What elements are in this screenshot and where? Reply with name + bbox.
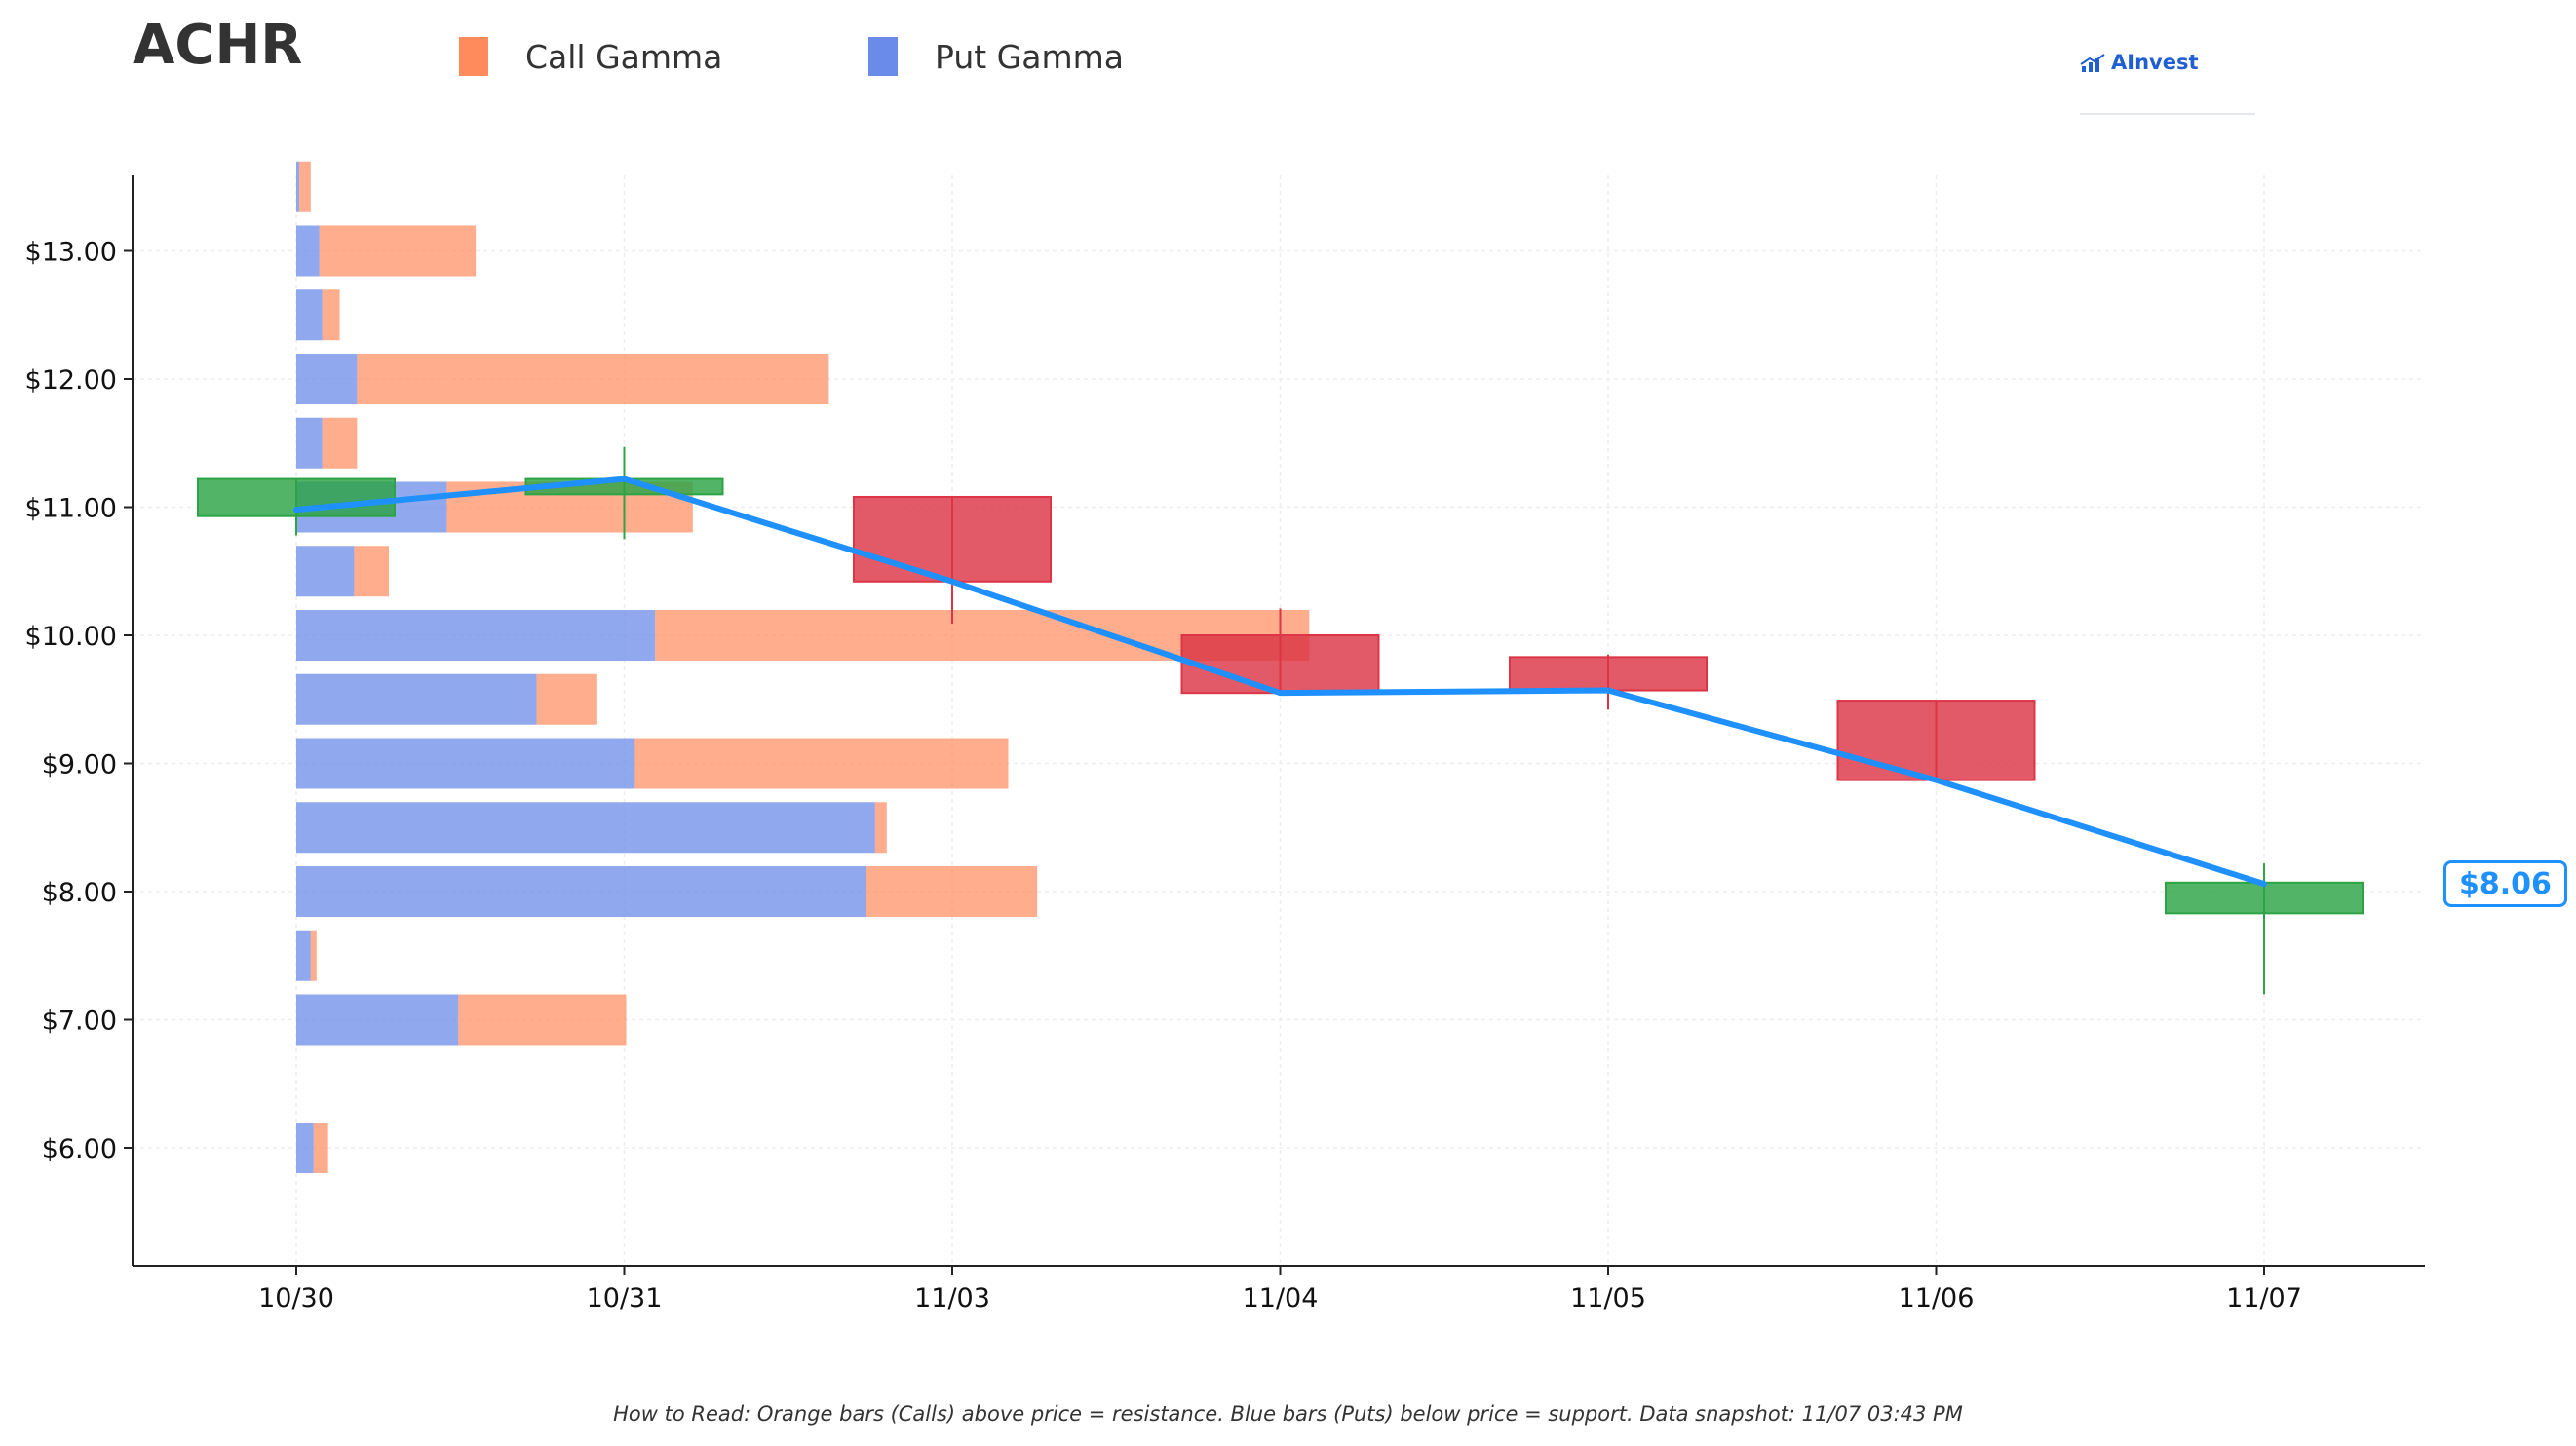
put-gamma-bar [296, 289, 323, 341]
x-tick-label: 11/06 [1899, 1283, 1975, 1313]
chart-logo-icon [2080, 54, 2105, 72]
candle-body [1836, 700, 2036, 781]
legend-label-put: Put Gamma [935, 37, 1124, 76]
y-tick-label: $7.00 [42, 1007, 117, 1037]
put-gamma-bar [296, 1123, 314, 1173]
x-tick-label: 11/04 [1243, 1283, 1319, 1313]
put-gamma-bar [296, 161, 299, 212]
y-tick-label: $6.00 [42, 1134, 117, 1164]
y-tick-label: $12.00 [25, 365, 117, 396]
call-gamma-bar [322, 289, 340, 341]
brand-logo: AInvest [2080, 51, 2255, 115]
put-gamma-bar [296, 354, 358, 404]
legend-call-gamma: Call Gamma [459, 37, 722, 76]
y-tick-label: $9.00 [42, 750, 117, 780]
chart-footnote: How to Read: Orange bars (Calls) above p… [613, 1402, 1963, 1426]
put-gamma-swatch [868, 37, 898, 76]
call-gamma-bar [310, 930, 317, 981]
call-gamma-bar [874, 802, 887, 854]
legend-label-call: Call Gamma [525, 37, 723, 76]
put-gamma-bar [296, 610, 656, 661]
call-gamma-bar [319, 225, 477, 277]
call-gamma-bar [634, 738, 1009, 789]
call-gamma-bar [536, 673, 597, 725]
candle-body [2165, 881, 2364, 915]
call-gamma-bar [313, 1123, 328, 1173]
put-gamma-bar [296, 225, 320, 277]
call-gamma-bar [322, 417, 358, 469]
call-gamma-swatch [459, 37, 488, 76]
call-gamma-bar [357, 354, 829, 404]
put-gamma-bar [296, 546, 355, 597]
put-gamma-bar [296, 866, 866, 917]
y-tick-label: $11.00 [25, 494, 117, 524]
put-gamma-bar [296, 930, 311, 981]
x-tick-label: 11/05 [1570, 1283, 1646, 1313]
legend-put-gamma: Put Gamma [868, 37, 1124, 76]
call-gamma-bar [354, 546, 390, 597]
put-gamma-bar [296, 417, 323, 469]
x-tick-label: 11/03 [914, 1283, 990, 1313]
ticker-title: ACHR [133, 14, 303, 77]
put-gamma-bar [296, 673, 537, 725]
put-gamma-bar [296, 802, 875, 854]
x-tick-label: 10/30 [258, 1283, 334, 1313]
brand-name: AInvest [2111, 51, 2199, 74]
gamma-bars [296, 161, 1310, 1173]
candle-body [1509, 656, 1708, 692]
last-price-tag: $8.06 [2443, 860, 2567, 907]
y-tick-label: $10.00 [25, 622, 117, 652]
put-gamma-bar [296, 994, 459, 1046]
x-tick-label: 10/31 [587, 1283, 663, 1313]
y-tick-label: $8.00 [42, 878, 117, 908]
call-gamma-bar [298, 161, 311, 212]
call-gamma-bar [865, 866, 1038, 917]
y-tick-label: $13.00 [25, 238, 117, 268]
candle-body [853, 495, 1052, 583]
price-line-group [293, 476, 2267, 888]
price-line [293, 476, 2267, 888]
candle-body [1180, 634, 1380, 695]
x-tick-label: 11/07 [2226, 1283, 2302, 1313]
put-gamma-bar [296, 738, 635, 789]
axes: $6.00 $7.00 $8.00 $9.00 $10.00 $11.00 $12.00 $1… [25, 175, 2425, 1313]
call-gamma-bar [458, 994, 627, 1046]
